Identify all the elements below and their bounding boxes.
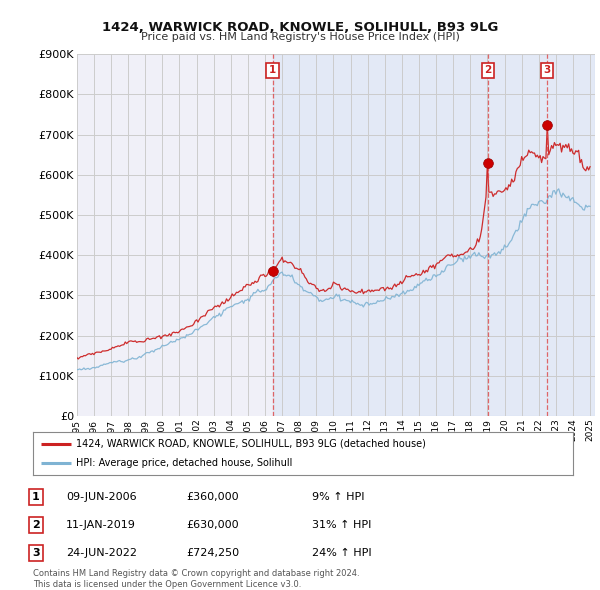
Text: 2: 2 (32, 520, 40, 530)
Text: 2: 2 (484, 65, 491, 75)
Text: Price paid vs. HM Land Registry's House Price Index (HPI): Price paid vs. HM Land Registry's House … (140, 32, 460, 42)
Text: 24% ↑ HPI: 24% ↑ HPI (312, 548, 371, 558)
Text: 1: 1 (269, 65, 277, 75)
Text: 11-JAN-2019: 11-JAN-2019 (66, 520, 136, 530)
Text: 1424, WARWICK ROAD, KNOWLE, SOLIHULL, B93 9LG (detached house): 1424, WARWICK ROAD, KNOWLE, SOLIHULL, B9… (76, 439, 426, 449)
Text: 1: 1 (32, 493, 40, 502)
Text: £630,000: £630,000 (186, 520, 239, 530)
Text: 09-JUN-2006: 09-JUN-2006 (66, 493, 137, 502)
Text: 24-JUN-2022: 24-JUN-2022 (66, 548, 137, 558)
Text: 3: 3 (544, 65, 551, 75)
Text: 1424, WARWICK ROAD, KNOWLE, SOLIHULL, B93 9LG: 1424, WARWICK ROAD, KNOWLE, SOLIHULL, B9… (102, 21, 498, 34)
Text: 3: 3 (32, 548, 40, 558)
Text: 31% ↑ HPI: 31% ↑ HPI (312, 520, 371, 530)
Bar (272, 54, 595, 416)
Text: HPI: Average price, detached house, Solihull: HPI: Average price, detached house, Soli… (76, 458, 293, 468)
Text: £724,250: £724,250 (186, 548, 239, 558)
Text: £360,000: £360,000 (186, 493, 239, 502)
Text: 9% ↑ HPI: 9% ↑ HPI (312, 493, 365, 502)
Text: Contains HM Land Registry data © Crown copyright and database right 2024.
This d: Contains HM Land Registry data © Crown c… (33, 569, 359, 589)
